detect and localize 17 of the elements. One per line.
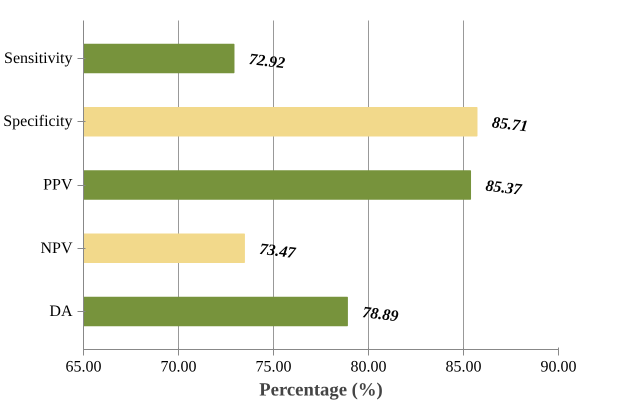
x-tick-label: 90.00 — [540, 358, 576, 376]
data-label: 78.89 — [361, 304, 400, 326]
data-label: 72.92 — [248, 51, 286, 72]
data-label: 85.71 — [491, 114, 529, 136]
x-tick-label: 75.00 — [256, 358, 292, 376]
x-tick-label: 70.00 — [160, 358, 196, 376]
y-tick-label: PPV — [43, 176, 73, 194]
data-label: 85.37 — [484, 178, 524, 199]
x-tick-label: 65.00 — [66, 358, 102, 376]
x-axis-title: Percentage (%) — [259, 380, 383, 400]
x-tick-label: 80.00 — [350, 358, 386, 376]
data-label: 73.47 — [258, 240, 298, 262]
y-tick-label: NPV — [40, 240, 73, 257]
y-tick-label: Sensitivity — [4, 50, 72, 67]
y-tick-label: Specificity — [3, 113, 72, 130]
y-tick-label: DA — [49, 303, 73, 320]
x-tick-label: 85.00 — [446, 358, 482, 376]
